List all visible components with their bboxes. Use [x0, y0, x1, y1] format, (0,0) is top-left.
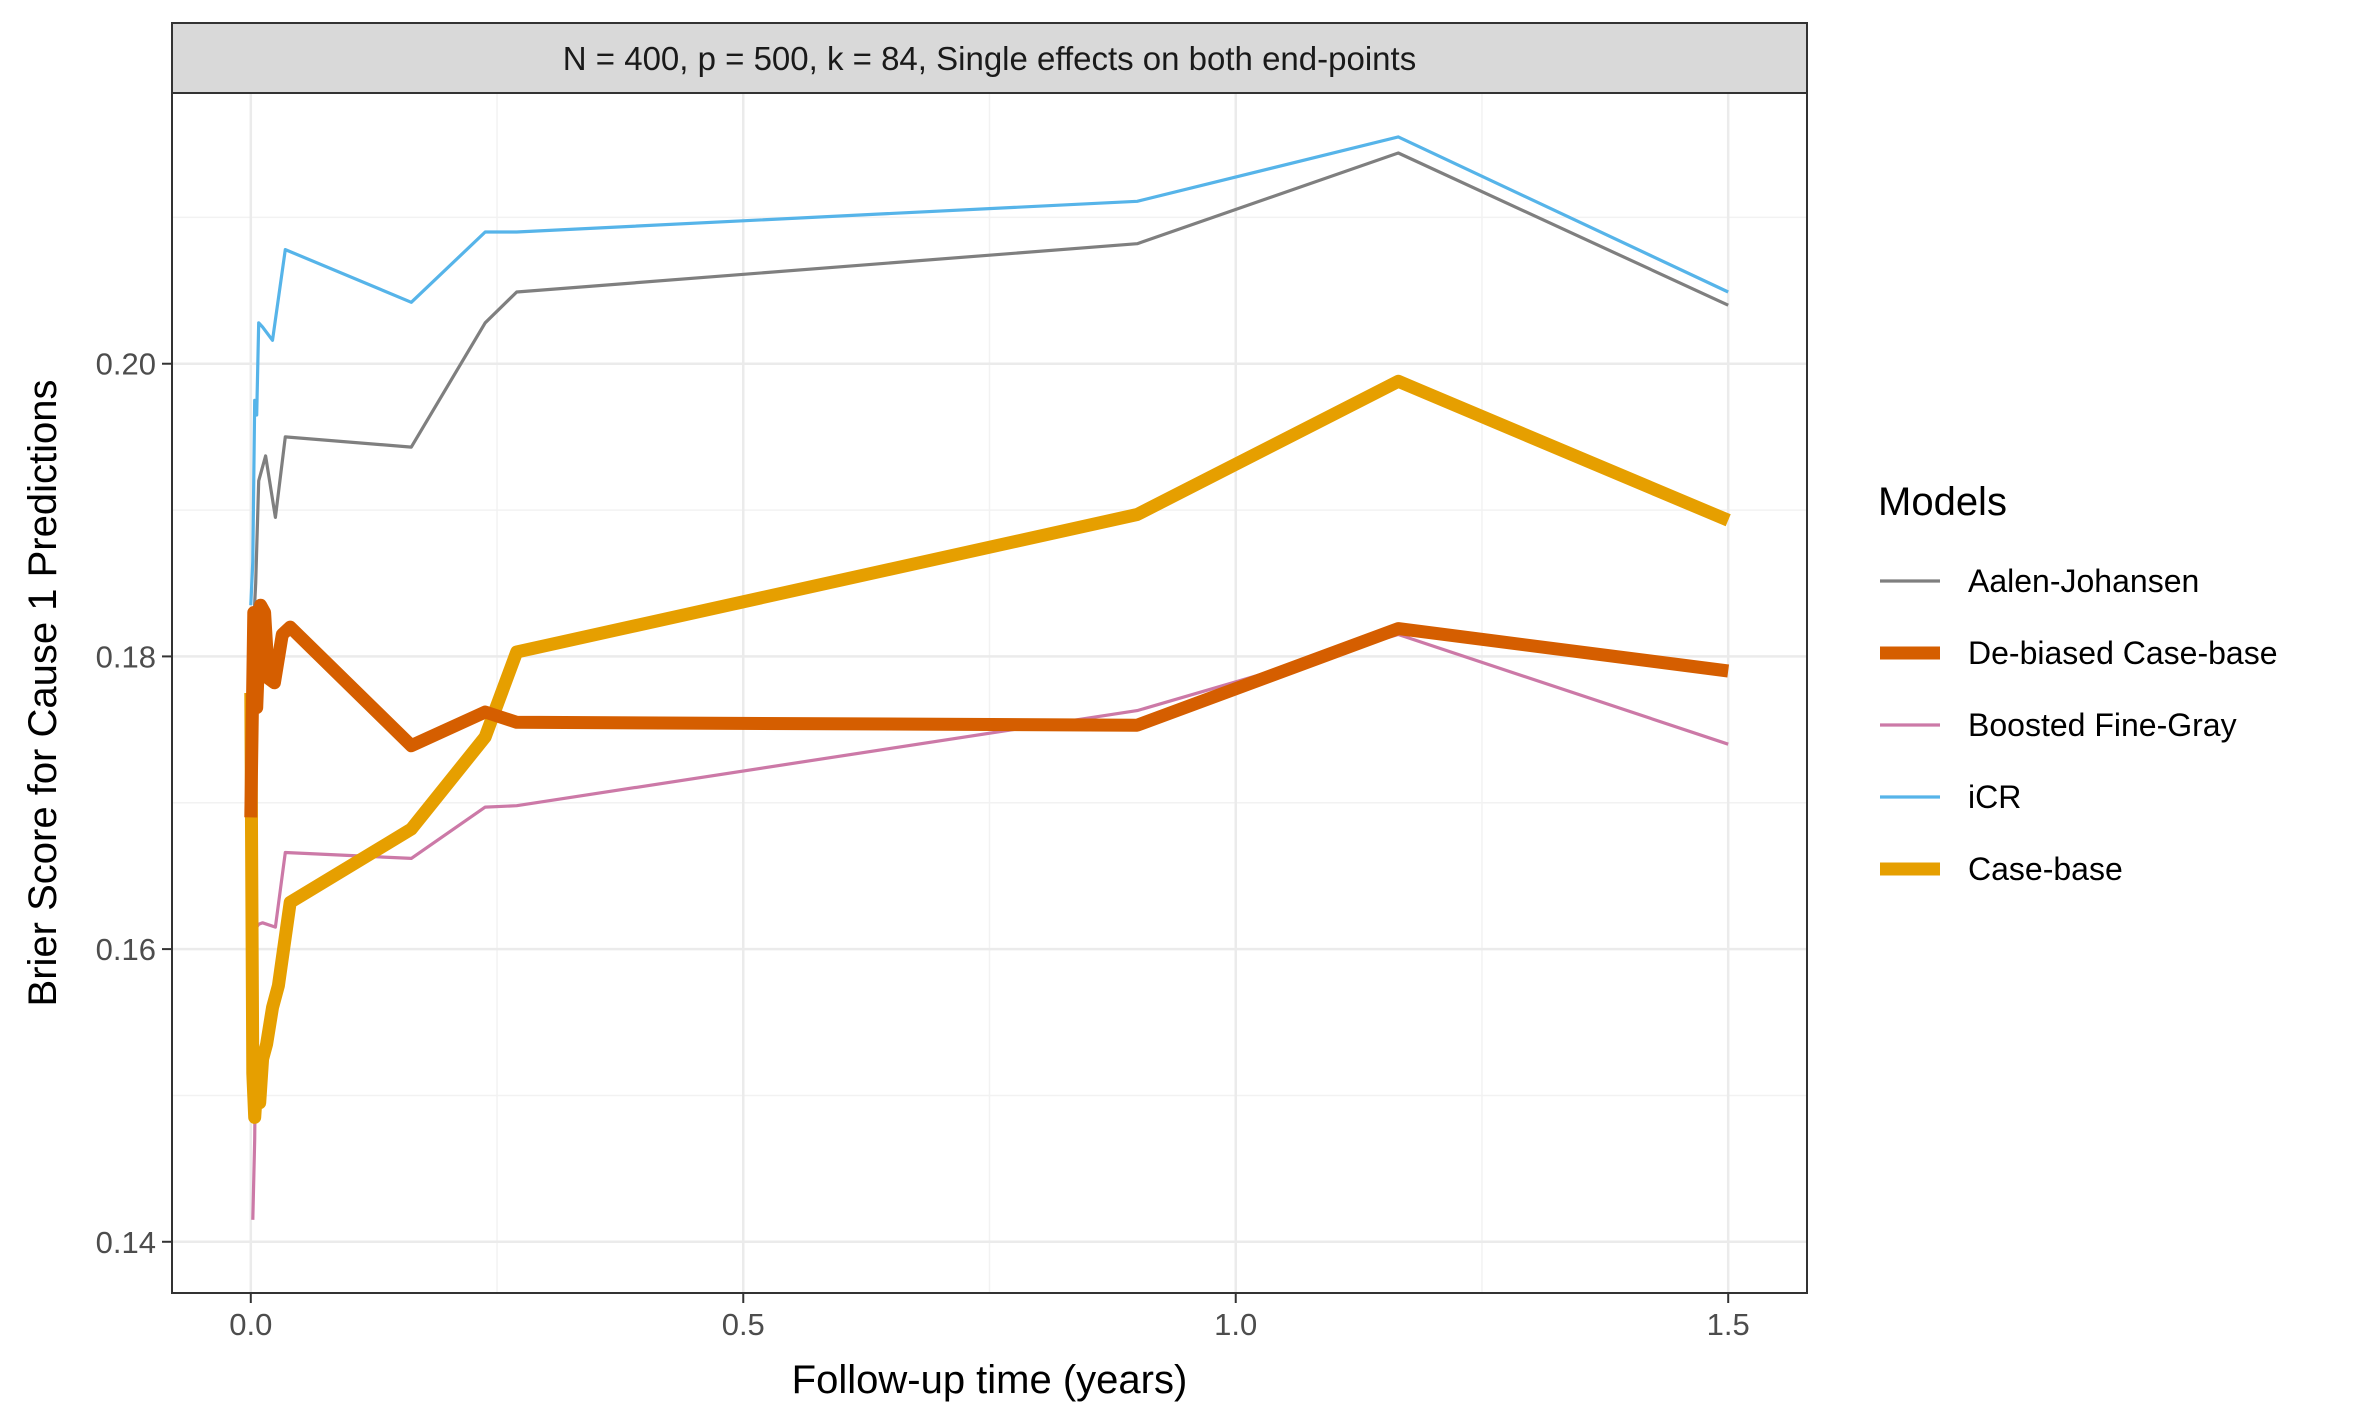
series-line-aalen-johansen [249, 151, 1729, 935]
y-tick-label: 0.14 [96, 1225, 156, 1260]
facet-strip: N = 400, p = 500, k = 84, Single effects… [171, 22, 1808, 94]
legend-label-boosted-fine-gray: Boosted Fine-Gray [1968, 707, 2237, 743]
grid-minor [172, 93, 1807, 1293]
strip-title: N = 400, p = 500, k = 84, Single effects… [563, 40, 1416, 77]
legend: Models Aalen-Johansen De-biased Case-base… [1878, 480, 2278, 887]
y-tick-label: 0.20 [96, 347, 156, 382]
legend-label-de-biased-case-base: De-biased Case-base [1968, 635, 2278, 671]
series-layer [244, 135, 1731, 1220]
y-tick-label: 0.18 [96, 639, 156, 674]
y-axis: 0.14 0.16 0.18 0.20 [96, 347, 172, 1260]
x-tick-label: 1.0 [1214, 1307, 1257, 1342]
y-tick-label: 0.16 [96, 932, 156, 967]
legend-label-case-base: Case-base [1968, 851, 2123, 887]
legend-title: Models [1878, 480, 2007, 524]
series-line-de-biased-case-base [244, 598, 1730, 818]
series-line-icr [249, 135, 1729, 606]
x-tick-label: 0.5 [722, 1307, 765, 1342]
strip-background [171, 22, 1808, 94]
x-axis: 0.0 0.5 1.0 1.5 [229, 1293, 1750, 1342]
x-axis-title: Follow-up time (years) [792, 1358, 1188, 1402]
panel-border [171, 92, 1808, 1294]
x-tick-label: 0.0 [229, 1307, 272, 1342]
series-line-case-base [244, 374, 1731, 1124]
legend-label-icr: iCR [1968, 779, 2021, 815]
legend-label-aalen-johansen: Aalen-Johansen [1968, 563, 2199, 599]
x-tick-label: 1.5 [1707, 1307, 1750, 1342]
y-axis-title: Brier Score for Cause 1 Predictions [21, 380, 65, 1007]
